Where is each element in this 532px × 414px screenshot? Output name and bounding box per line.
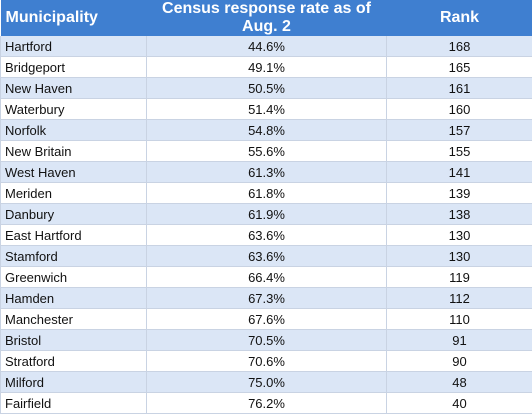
response-rate-cell[interactable]: 44.6%: [147, 36, 387, 57]
municipality-cell[interactable]: Stamford: [1, 246, 147, 267]
municipality-cell[interactable]: Norfolk: [1, 120, 147, 141]
response-rate-cell[interactable]: 61.9%: [147, 204, 387, 225]
municipality-cell[interactable]: Fairfield: [1, 393, 147, 414]
rank-cell[interactable]: 141: [387, 162, 532, 183]
rank-cell[interactable]: 155: [387, 141, 532, 162]
rank-cell[interactable]: 40: [387, 393, 532, 414]
response-rate-cell[interactable]: 66.4%: [147, 267, 387, 288]
response-rate-cell[interactable]: 50.5%: [147, 78, 387, 99]
rank-cell[interactable]: 165: [387, 57, 532, 78]
response-rate-cell[interactable]: 70.6%: [147, 351, 387, 372]
municipality-cell[interactable]: Waterbury: [1, 99, 147, 120]
response-rate-cell[interactable]: 61.3%: [147, 162, 387, 183]
rank-cell[interactable]: 168: [387, 36, 532, 57]
column-header-municipality[interactable]: Municipality: [1, 0, 147, 36]
header-row: Municipality Census response rate as of …: [1, 0, 532, 36]
response-rate-cell[interactable]: 67.6%: [147, 309, 387, 330]
response-rate-cell[interactable]: 70.5%: [147, 330, 387, 351]
response-rate-cell[interactable]: 67.3%: [147, 288, 387, 309]
municipality-cell[interactable]: Stratford: [1, 351, 147, 372]
response-rate-cell[interactable]: 75.0%: [147, 372, 387, 393]
municipality-cell[interactable]: Danbury: [1, 204, 147, 225]
rank-cell[interactable]: 110: [387, 309, 532, 330]
municipality-cell[interactable]: West Haven: [1, 162, 147, 183]
response-rate-cell[interactable]: 63.6%: [147, 225, 387, 246]
rank-cell[interactable]: 138: [387, 204, 532, 225]
rank-cell[interactable]: 130: [387, 225, 532, 246]
municipality-cell[interactable]: Hartford: [1, 36, 147, 57]
municipality-cell[interactable]: New Britain: [1, 141, 147, 162]
response-rate-cell[interactable]: 55.6%: [147, 141, 387, 162]
municipality-cell[interactable]: East Hartford: [1, 225, 147, 246]
rank-cell[interactable]: 91: [387, 330, 532, 351]
municipality-cell[interactable]: Greenwich: [1, 267, 147, 288]
municipality-cell[interactable]: New Haven: [1, 78, 147, 99]
rank-cell[interactable]: 130: [387, 246, 532, 267]
municipality-cell[interactable]: Bridgeport: [1, 57, 147, 78]
response-rate-cell[interactable]: 49.1%: [147, 57, 387, 78]
rank-cell[interactable]: 157: [387, 120, 532, 141]
municipality-cell[interactable]: Manchester: [1, 309, 147, 330]
municipality-cell[interactable]: Bristol: [1, 330, 147, 351]
municipality-cell[interactable]: Meriden: [1, 183, 147, 204]
rank-cell[interactable]: 48: [387, 372, 532, 393]
rank-cell[interactable]: 90: [387, 351, 532, 372]
rank-cell[interactable]: 139: [387, 183, 532, 204]
response-rate-cell[interactable]: 54.8%: [147, 120, 387, 141]
rank-cell[interactable]: 161: [387, 78, 532, 99]
response-rate-cell[interactable]: 51.4%: [147, 99, 387, 120]
column-header-rank[interactable]: Rank: [387, 0, 532, 36]
rank-cell[interactable]: 112: [387, 288, 532, 309]
response-rate-cell[interactable]: 63.6%: [147, 246, 387, 267]
column-header-response-rate[interactable]: Census response rate as of Aug. 2: [147, 0, 387, 36]
rank-cell[interactable]: 160: [387, 99, 532, 120]
municipality-cell[interactable]: Milford: [1, 372, 147, 393]
rank-cell[interactable]: 119: [387, 267, 532, 288]
response-rate-cell[interactable]: 76.2%: [147, 393, 387, 414]
response-rate-cell[interactable]: 61.8%: [147, 183, 387, 204]
municipality-cell[interactable]: Hamden: [1, 288, 147, 309]
